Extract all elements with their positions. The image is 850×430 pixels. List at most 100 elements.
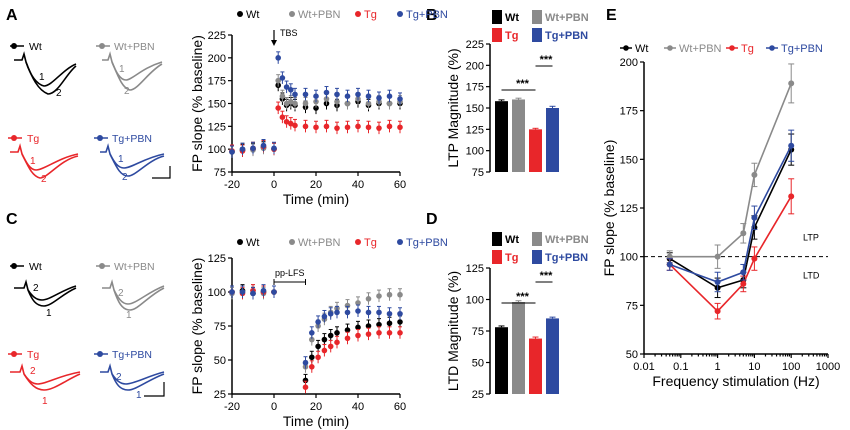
x-tick-label: 40: [352, 179, 364, 191]
data-point-tg-pbn: [751, 214, 758, 221]
trace-label-wtpbn: Wt+PBN: [114, 41, 155, 53]
chart-panel-c: 25 50 75 100 125 -20 0 20 40 60 FP slope (% baseli…: [189, 237, 448, 429]
data-point-tg-pbn: [302, 91, 309, 98]
data-point-wt-pbn: [334, 98, 340, 105]
legend-swatch-wt-pbn: [532, 232, 542, 246]
y-axis-label: FP slope (% baseline): [189, 35, 205, 172]
data-point-tg: [288, 120, 294, 127]
ltd-label: LTD: [803, 271, 820, 281]
trace-label-wt: Wt: [29, 41, 42, 53]
legend-marker-wt: [237, 239, 243, 245]
sig-label: ***: [516, 78, 530, 90]
data-point-tg: [302, 123, 309, 130]
data-point-wt: [365, 323, 372, 329]
legend-label-tg-pbn: Tg+PBN: [406, 9, 448, 21]
data-point-tg: [355, 332, 361, 339]
data-point-tg: [740, 280, 747, 287]
trace-num-1: 1: [119, 64, 125, 75]
data-point-wt: [355, 324, 361, 331]
data-point-tg-pbn: [239, 146, 246, 152]
data-point-tg: [365, 124, 372, 131]
data-point-tg: [751, 255, 758, 262]
panel-letter-d: D: [426, 211, 438, 228]
bar-wt-pbn: [512, 99, 525, 172]
legend-label-wt-pbn: Wt+PBN: [298, 9, 341, 21]
trace-tgpbn-1: [100, 143, 165, 169]
data-point-wt-pbn: [365, 100, 372, 107]
data-point-wt-pbn: [376, 293, 382, 299]
data-point-tg-pbn: [334, 309, 340, 316]
legend-marker-wt-pbn: [667, 45, 673, 51]
trace-num-1: 1: [42, 396, 48, 407]
data-point-wt: [397, 319, 403, 325]
trace-tg-1: [10, 143, 79, 171]
legend-marker-wt: [623, 45, 629, 51]
y-tick-label: 75: [472, 167, 484, 179]
y-tick-label: 225: [208, 30, 226, 42]
data-point-tg: [386, 330, 393, 336]
sig-label: ***: [540, 270, 554, 282]
data-point-wt-pbn: [279, 93, 286, 99]
data-point-tg-pbn: [250, 290, 256, 297]
data-point-tg-pbn: [397, 96, 403, 102]
tbs-arrow-head: [271, 40, 277, 46]
trace-num-1: 1: [30, 156, 36, 167]
data-point-tg-pbn: [321, 313, 328, 320]
x-tick-label: 0: [271, 179, 277, 191]
y-tick-label: 75: [472, 326, 484, 338]
data-point-tg-pbn: [260, 287, 267, 294]
data-point-tg: [309, 364, 315, 370]
data-point-tg: [386, 123, 393, 130]
trace-tg-2: [21, 153, 79, 179]
data-point-tg-pbn: [740, 269, 747, 276]
data-point-tg: [323, 123, 330, 130]
legend-label-wt-pbn: Wt+PBN: [545, 234, 589, 246]
data-point-wt-pbn: [714, 253, 721, 260]
trace-label-tg: Tg: [27, 349, 39, 361]
x-tick-label: 0: [271, 401, 277, 413]
data-point-tg-pbn: [283, 84, 290, 90]
trace-num-1: 1: [126, 310, 132, 321]
trace-num-2: 2: [41, 174, 47, 185]
data-point-wt-pbn: [386, 291, 393, 298]
x-tick-label: -20: [224, 401, 240, 413]
y-tick-label: 125: [208, 121, 226, 133]
data-point-tg-pbn: [344, 309, 351, 316]
legend-label-tg-pbn: Tg+PBN: [781, 43, 823, 55]
y-tick-label: 200: [208, 53, 226, 65]
y-axis-label: FP slope (% baseline): [601, 140, 617, 277]
data-point-tg-pbn: [376, 309, 382, 316]
data-point-wt: [321, 336, 328, 343]
trace-wt-1: [14, 51, 77, 87]
trace-num-2: 2: [33, 283, 39, 294]
y-axis-label: LTP Magnitude (%): [445, 48, 461, 167]
data-point-tg-pbn: [309, 330, 315, 336]
legend-label-tg: Tg: [364, 9, 377, 21]
data-point-wt-pbn: [788, 80, 795, 87]
chart-panel-d: 25 50 75 100 125 LTD Magnitude (%) Wt Wt+PBN Tg T…: [445, 232, 589, 401]
y-tick-label: 125: [466, 263, 484, 275]
data-point-wt: [327, 332, 334, 339]
data-point-tg: [365, 331, 372, 337]
y-tick-label: 50: [472, 358, 484, 370]
trace-num-1: 1: [39, 72, 45, 83]
data-point-tg-pbn: [275, 55, 282, 61]
trace-label-tgpbn: Tg+PBN: [112, 133, 152, 145]
data-point-tg: [714, 308, 721, 315]
trace-tgpbn-1: [100, 363, 165, 391]
data-point-wt: [334, 330, 340, 336]
panel-letter-c: C: [6, 211, 18, 228]
legend-swatch-tg: [492, 28, 502, 42]
data-point-tg: [376, 330, 382, 336]
data-point-tg-pbn: [386, 93, 393, 99]
y-tick-label: 150: [208, 99, 226, 111]
data-point-tg: [292, 122, 298, 129]
y-tick-label: 75: [214, 321, 226, 333]
trace-num-1: 1: [118, 154, 124, 165]
chart-panel-b: 75 100 125 150 175 200 225 LTP Magnitude (%) Wt W…: [445, 10, 589, 179]
trace-label-wtpbn: Wt+PBN: [114, 261, 155, 273]
data-point-wt: [344, 327, 351, 333]
legend-marker-wt: [237, 11, 243, 17]
x-tick-label: 40: [352, 401, 364, 413]
